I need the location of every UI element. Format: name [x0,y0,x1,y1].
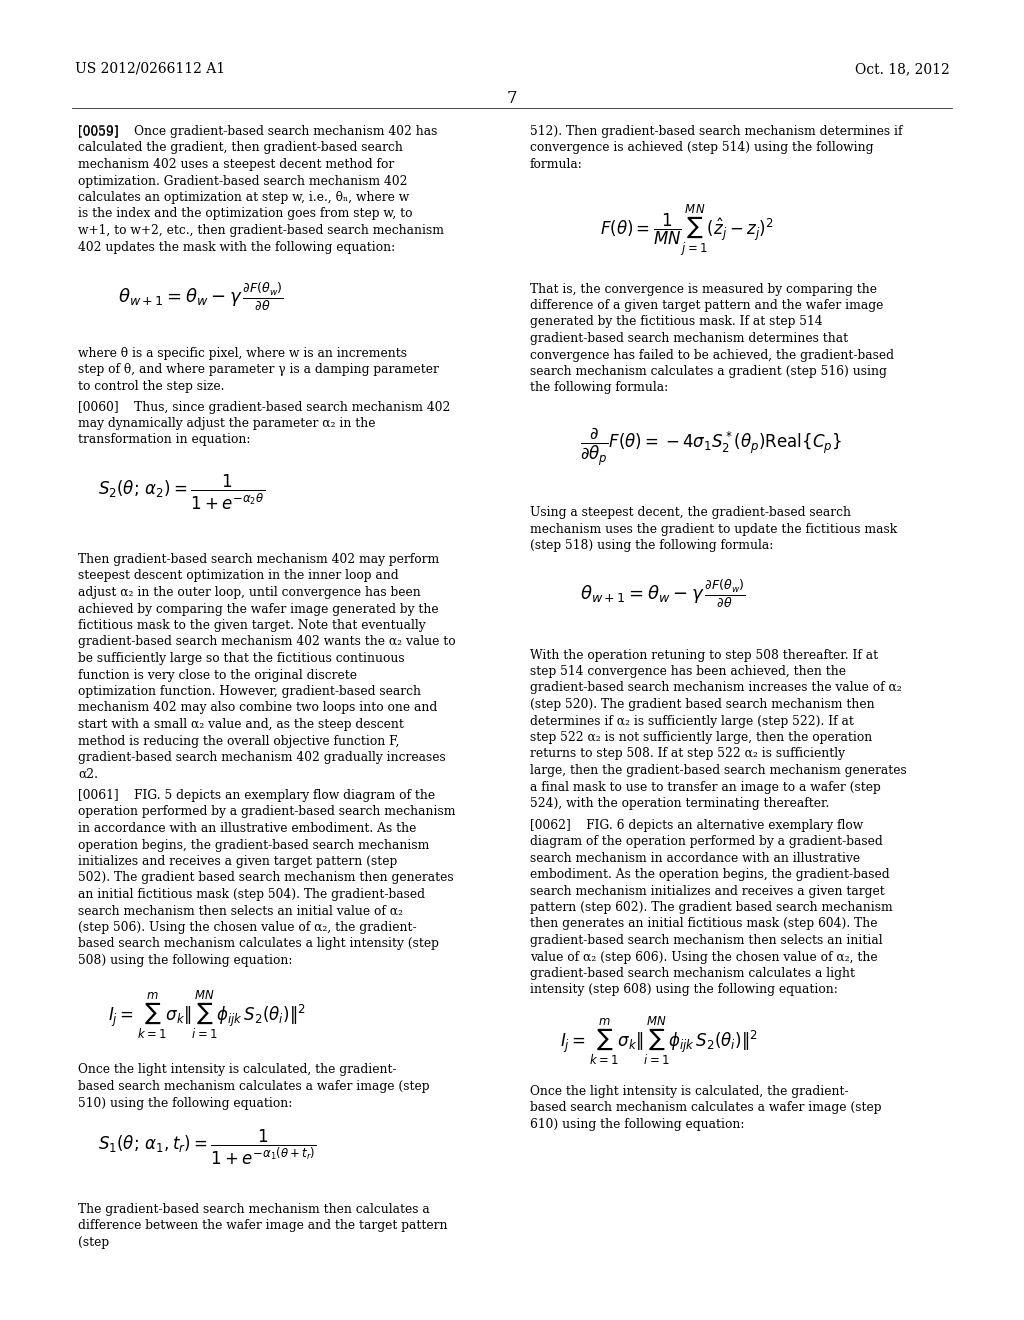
Text: (step 518) using the following formula:: (step 518) using the following formula: [530,539,773,552]
Text: $\dfrac{\partial}{\partial\theta_p}F(\theta) = -4\sigma_1 S_2^*(\theta_p)\mathrm: $\dfrac{\partial}{\partial\theta_p}F(\th… [580,426,842,469]
Text: $I_j = \sum_{k=1}^{m}\sigma_k\|\sum_{i=1}^{MN}\phi_{ijk}\,S_2(\theta_i)\|^2$: $I_j = \sum_{k=1}^{m}\sigma_k\|\sum_{i=1… [108,989,306,1040]
Text: 402 updates the mask with the following equation:: 402 updates the mask with the following … [78,240,395,253]
Text: convergence is achieved (step 514) using the following: convergence is achieved (step 514) using… [530,141,873,154]
Text: Oct. 18, 2012: Oct. 18, 2012 [855,62,950,77]
Text: achieved by comparing the wafer image generated by the: achieved by comparing the wafer image ge… [78,602,438,615]
Text: (step 506). Using the chosen value of α₂, the gradient-: (step 506). Using the chosen value of α₂… [78,921,417,935]
Text: (step: (step [78,1236,110,1249]
Text: mechanism uses the gradient to update the fictitious mask: mechanism uses the gradient to update th… [530,523,897,536]
Text: calculated the gradient, then gradient-based search: calculated the gradient, then gradient-b… [78,141,402,154]
Text: 510) using the following equation:: 510) using the following equation: [78,1097,293,1110]
Text: in accordance with an illustrative embodiment. As the: in accordance with an illustrative embod… [78,822,417,836]
Text: value of α₂ (step 606). Using the chosen value of α₂, the: value of α₂ (step 606). Using the chosen… [530,950,878,964]
Text: step 514 convergence has been achieved, then the: step 514 convergence has been achieved, … [530,665,846,678]
Text: gradient-based search mechanism then selects an initial: gradient-based search mechanism then sel… [530,935,883,946]
Text: Using a steepest decent, the gradient-based search: Using a steepest decent, the gradient-ba… [530,506,851,519]
Text: $F(\theta) = \dfrac{1}{MN}\sum_{j=1}^{MN}(\hat{z}_j - z_j)^2$: $F(\theta) = \dfrac{1}{MN}\sum_{j=1}^{MN… [600,202,774,257]
Text: transformation in equation:: transformation in equation: [78,433,251,446]
Text: fictitious mask to the given target. Note that eventually: fictitious mask to the given target. Not… [78,619,426,632]
Text: 610) using the following equation:: 610) using the following equation: [530,1118,744,1131]
Text: Then gradient-based search mechanism 402 may perform: Then gradient-based search mechanism 402… [78,553,439,566]
Text: $I_j = \sum_{k=1}^{m}\sigma_k\|\sum_{i=1}^{MN}\phi_{ijk}\,S_2(\theta_i)\|^2$: $I_j = \sum_{k=1}^{m}\sigma_k\|\sum_{i=1… [560,1015,758,1067]
Text: based search mechanism calculates a wafer image (step: based search mechanism calculates a wafe… [530,1101,882,1114]
Text: With the operation retuning to step 508 thereafter. If at: With the operation retuning to step 508 … [530,648,879,661]
Text: operation performed by a gradient-based search mechanism: operation performed by a gradient-based … [78,805,456,818]
Text: determines if α₂ is sufficiently large (step 522). If at: determines if α₂ is sufficiently large (… [530,714,854,727]
Text: w+1, to w+2, etc., then gradient-based search mechanism: w+1, to w+2, etc., then gradient-based s… [78,224,444,238]
Text: optimization. Gradient-based search mechanism 402: optimization. Gradient-based search mech… [78,174,408,187]
Text: adjust α₂ in the outer loop, until convergence has been: adjust α₂ in the outer loop, until conve… [78,586,421,599]
Text: US 2012/0266112 A1: US 2012/0266112 A1 [75,62,225,77]
Text: [0059]: [0059] [78,125,119,139]
Text: be sufficiently large so that the fictitious continuous: be sufficiently large so that the fictit… [78,652,404,665]
Text: gradient-based search mechanism 402 wants the α₂ value to: gradient-based search mechanism 402 want… [78,635,456,648]
Text: That is, the convergence is measured by comparing the: That is, the convergence is measured by … [530,282,877,296]
Text: large, then the gradient-based search mechanism generates: large, then the gradient-based search me… [530,764,906,777]
Text: α2.: α2. [78,767,98,780]
Text: gradient-based search mechanism increases the value of α₂: gradient-based search mechanism increase… [530,681,902,694]
Text: the following formula:: the following formula: [530,381,669,395]
Text: [0061]    FIG. 5 depicts an exemplary flow diagram of the: [0061] FIG. 5 depicts an exemplary flow … [78,789,435,803]
Text: $S_2(\theta;\,\alpha_2) = \dfrac{1}{1+e^{-\alpha_2\theta}}$: $S_2(\theta;\,\alpha_2) = \dfrac{1}{1+e^… [98,473,265,512]
Text: an initial fictitious mask (step 504). The gradient-based: an initial fictitious mask (step 504). T… [78,888,425,902]
Text: 524), with the operation terminating thereafter.: 524), with the operation terminating the… [530,797,829,810]
Text: 7: 7 [507,90,517,107]
Text: 502). The gradient based search mechanism then generates: 502). The gradient based search mechanis… [78,871,454,884]
Text: function is very close to the original discrete: function is very close to the original d… [78,668,357,681]
Text: convergence has failed to be achieved, the gradient-based: convergence has failed to be achieved, t… [530,348,894,362]
Text: gradient-based search mechanism calculates a light: gradient-based search mechanism calculat… [530,968,855,979]
Text: formula:: formula: [530,158,583,172]
Text: method is reducing the overall objective function F,: method is reducing the overall objective… [78,734,399,747]
Text: where θ is a specific pixel, where w is an increments: where θ is a specific pixel, where w is … [78,347,407,360]
Text: search mechanism then selects an initial value of α₂: search mechanism then selects an initial… [78,904,403,917]
Text: returns to step 508. If at step 522 α₂ is sufficiently: returns to step 508. If at step 522 α₂ i… [530,747,845,760]
Text: search mechanism initializes and receives a given target: search mechanism initializes and receive… [530,884,885,898]
Text: The gradient-based search mechanism then calculates a: The gradient-based search mechanism then… [78,1203,430,1216]
Text: calculates an optimization at step w, i.e., θₙ, where w: calculates an optimization at step w, i.… [78,191,410,205]
Text: search mechanism calculates a gradient (step 516) using: search mechanism calculates a gradient (… [530,366,887,378]
Text: step 522 α₂ is not sufficiently large, then the operation: step 522 α₂ is not sufficiently large, t… [530,731,872,744]
Text: gradient-based search mechanism determines that: gradient-based search mechanism determin… [530,333,848,345]
Text: gradient-based search mechanism 402 gradually increases: gradient-based search mechanism 402 grad… [78,751,445,764]
Text: based search mechanism calculates a wafer image (step: based search mechanism calculates a wafe… [78,1080,429,1093]
Text: [0060]    Thus, since gradient-based search mechanism 402: [0060] Thus, since gradient-based search… [78,400,451,413]
Text: $S_1(\theta;\,\alpha_1, t_r) = \dfrac{1}{1+e^{-\alpha_1(\theta+t_r)}}$: $S_1(\theta;\,\alpha_1, t_r) = \dfrac{1}… [98,1129,317,1167]
Text: $\theta_{w+1} = \theta_w - \gamma\,\frac{\partial F(\theta_w)}{\partial\theta}$: $\theta_{w+1} = \theta_w - \gamma\,\frac… [580,578,745,610]
Text: mechanism 402 uses a steepest decent method for: mechanism 402 uses a steepest decent met… [78,158,394,172]
Text: 512). Then gradient-based search mechanism determines if: 512). Then gradient-based search mechani… [530,125,902,139]
Text: intensity (step 608) using the following equation:: intensity (step 608) using the following… [530,983,838,997]
Text: then generates an initial fictitious mask (step 604). The: then generates an initial fictitious mas… [530,917,878,931]
Text: optimization function. However, gradient-based search: optimization function. However, gradient… [78,685,421,698]
Text: is the index and the optimization goes from step w, to: is the index and the optimization goes f… [78,207,413,220]
Text: step of θ, and where parameter γ is a damping parameter: step of θ, and where parameter γ is a da… [78,363,439,376]
Text: pattern (step 602). The gradient based search mechanism: pattern (step 602). The gradient based s… [530,902,893,913]
Text: [0059]    Once gradient-based search mechanism 402 has: [0059] Once gradient-based search mechan… [78,125,437,139]
Text: (step 520). The gradient based search mechanism then: (step 520). The gradient based search me… [530,698,874,711]
Text: may dynamically adjust the parameter α₂ in the: may dynamically adjust the parameter α₂ … [78,417,376,430]
Text: a final mask to use to transfer an image to a wafer (step: a final mask to use to transfer an image… [530,780,881,793]
Text: search mechanism in accordance with an illustrative: search mechanism in accordance with an i… [530,851,860,865]
Text: mechanism 402 may also combine two loops into one and: mechanism 402 may also combine two loops… [78,701,437,714]
Text: difference of a given target pattern and the wafer image: difference of a given target pattern and… [530,300,884,312]
Text: embodiment. As the operation begins, the gradient-based: embodiment. As the operation begins, the… [530,869,890,880]
Text: start with a small α₂ value and, as the steep descent: start with a small α₂ value and, as the … [78,718,403,731]
Text: $\theta_{w+1} = \theta_w - \gamma\,\frac{\partial F(\theta_w)}{\partial\theta}$: $\theta_{w+1} = \theta_w - \gamma\,\frac… [118,282,284,313]
Text: 508) using the following equation:: 508) using the following equation: [78,954,293,968]
Text: generated by the fictitious mask. If at step 514: generated by the fictitious mask. If at … [530,315,822,329]
Text: based search mechanism calculates a light intensity (step: based search mechanism calculates a ligh… [78,937,439,950]
Text: to control the step size.: to control the step size. [78,380,224,393]
Text: [0062]    FIG. 6 depicts an alternative exemplary flow: [0062] FIG. 6 depicts an alternative exe… [530,818,863,832]
Text: difference between the wafer image and the target pattern: difference between the wafer image and t… [78,1220,447,1233]
Text: initializes and receives a given target pattern (step: initializes and receives a given target … [78,855,397,869]
Text: steepest descent optimization in the inner loop and: steepest descent optimization in the inn… [78,569,398,582]
Text: diagram of the operation performed by a gradient-based: diagram of the operation performed by a … [530,836,883,847]
Text: Once the light intensity is calculated, the gradient-: Once the light intensity is calculated, … [78,1064,396,1077]
Text: operation begins, the gradient-based search mechanism: operation begins, the gradient-based sea… [78,838,429,851]
Text: Once the light intensity is calculated, the gradient-: Once the light intensity is calculated, … [530,1085,849,1098]
